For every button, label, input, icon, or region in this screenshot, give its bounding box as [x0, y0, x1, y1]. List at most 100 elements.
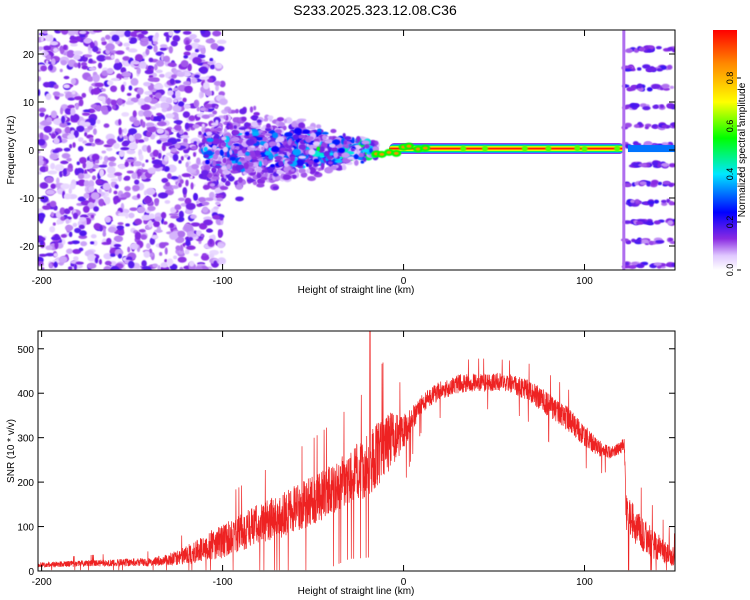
heatmap-cell — [219, 250, 223, 254]
heatmap-cell — [63, 52, 68, 56]
y-tick-label: 100 — [17, 523, 34, 534]
heatmap-cell — [63, 208, 71, 215]
heatmap-cell — [196, 157, 201, 165]
heatmap-cell — [354, 159, 359, 166]
heatmap-cell — [38, 46, 44, 51]
heatmap-cell — [333, 151, 339, 159]
heatmap-cell — [314, 131, 322, 136]
heatmap-cell — [134, 53, 143, 62]
heatmap-cell — [646, 49, 652, 53]
heatmap-cell — [211, 167, 217, 172]
heatmap-cell — [201, 123, 205, 128]
heatmap-cell — [219, 181, 224, 186]
heatmap-cell — [334, 159, 343, 163]
snr-frame — [37, 330, 676, 572]
heatmap-cell — [188, 260, 195, 267]
heatmap-cell — [337, 147, 345, 153]
heatmap-cell — [235, 108, 239, 114]
heatmap-cell — [48, 262, 53, 269]
heatmap-cell — [90, 192, 100, 200]
heatmap-cell — [661, 202, 668, 206]
heatmap-cell — [652, 83, 661, 89]
heatmap-cell — [219, 162, 227, 167]
heatmap-cell — [73, 50, 83, 56]
heatmap-cell — [72, 142, 76, 148]
heatmap-cell — [189, 214, 197, 220]
heatmap-cell — [85, 161, 94, 170]
heatmap-cell — [221, 136, 227, 141]
heatmap-cell — [78, 224, 85, 230]
y-tick-label: 400 — [17, 389, 34, 400]
heatmap-cell — [98, 164, 108, 168]
heatmap-cell — [146, 130, 152, 138]
heatmap-cell — [84, 54, 93, 58]
heatmap-cell — [634, 199, 640, 204]
heatmap-cell — [126, 256, 133, 261]
heatmap-cell — [219, 98, 228, 106]
heatmap-cell — [136, 139, 145, 143]
heatmap-cell — [78, 234, 88, 239]
heatmap-cell — [284, 143, 294, 149]
heatmap-cell — [264, 133, 273, 137]
heatmap-cell — [182, 30, 192, 35]
heatmap-cell — [199, 76, 210, 80]
heatmap-cell — [379, 152, 385, 156]
heatmap-cell — [130, 37, 138, 44]
heatmap-cell — [245, 138, 255, 146]
heatmap-cell — [94, 138, 101, 143]
heatmap-cell — [212, 144, 217, 151]
heatmap-cell — [243, 162, 249, 170]
snr-panel: -200 -100 0 100 0 100 200 300 400 500 Height of … — [6, 330, 676, 597]
heatmap-cell — [145, 48, 150, 56]
heatmap-cell — [120, 84, 125, 93]
heatmap-cell — [73, 263, 77, 270]
heatmap-cell — [50, 110, 58, 119]
heatmap-cell — [634, 239, 642, 243]
heatmap-cell — [72, 212, 79, 220]
heatmap-cell — [298, 143, 307, 151]
heatmap-cell — [60, 183, 71, 190]
heatmap-cell — [156, 112, 163, 116]
heatmap-cell — [179, 244, 184, 252]
heatmap-cell — [79, 33, 86, 38]
heatmap-cell — [228, 125, 233, 129]
heatmap-cell — [68, 266, 73, 270]
heatmap-cell — [95, 104, 102, 112]
heatmap-cell — [297, 134, 306, 139]
heatmap-cell — [216, 39, 227, 45]
heatmap-cell — [179, 266, 184, 270]
heatmap-cell — [223, 128, 228, 134]
heatmap-cell — [214, 150, 221, 156]
heatmap-cell — [358, 152, 365, 158]
heatmap-cell — [655, 46, 662, 50]
heatmap-cell — [54, 234, 60, 241]
heatmap-cell — [63, 193, 72, 200]
snr-x-ticks: -200 -100 0 100 — [32, 331, 593, 588]
heatmap-cell — [40, 34, 44, 42]
heatmap-cell — [146, 126, 157, 133]
heatmap-cell — [183, 51, 191, 56]
heatmap-cell — [169, 222, 175, 229]
heatmap-cell — [626, 240, 631, 245]
heatmap-cell — [268, 141, 277, 148]
heatmap-cell — [216, 197, 224, 202]
heatmap-cell — [70, 113, 80, 122]
heatmap-cell — [127, 143, 138, 151]
heatmap-cell — [146, 45, 153, 50]
heatmap-cell — [184, 44, 193, 52]
heatmap-cell — [64, 126, 71, 134]
heatmap-cell — [650, 179, 659, 185]
heatmap-cell — [238, 177, 243, 184]
heatmap-cell — [133, 133, 142, 140]
heatmap-cell — [90, 234, 97, 239]
heatmap-cell — [256, 166, 263, 173]
heatmap-cell — [287, 160, 293, 165]
heatmap-cell — [50, 211, 55, 217]
heatmap-cell — [202, 81, 210, 90]
heatmap-cell — [110, 54, 115, 60]
heatmap-cell — [150, 133, 156, 140]
heatmap-cell — [211, 159, 217, 167]
heatmap-cell — [634, 182, 640, 186]
heatmap-cell — [91, 88, 101, 95]
heatmap-cell — [92, 128, 97, 136]
